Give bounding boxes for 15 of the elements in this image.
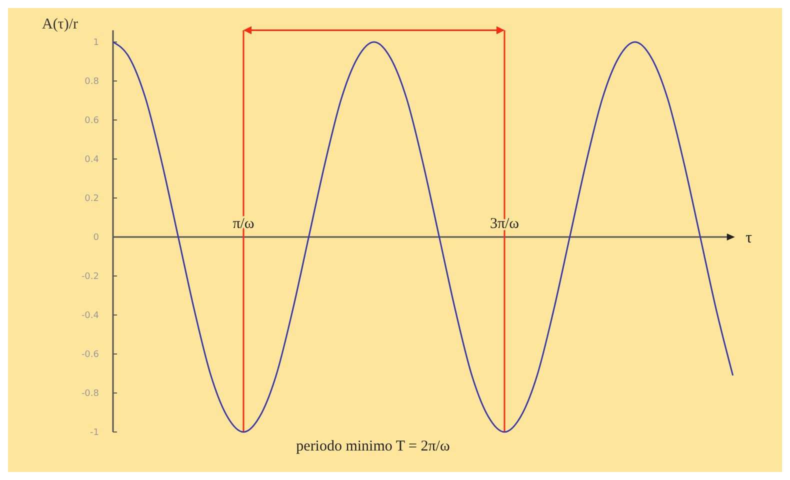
y-tick-label: 0.8 xyxy=(84,77,100,88)
text: periodo minimo T = 2π/ω xyxy=(296,438,450,454)
y-tick-label: -0.2 xyxy=(81,272,99,282)
line-series xyxy=(112,41,734,433)
y-tick-label: 1 xyxy=(93,38,99,48)
y-tick-label: 0.6 xyxy=(84,116,100,126)
y-tick-label: 0.2 xyxy=(84,194,99,204)
y-tick-label: -0.8 xyxy=(81,389,100,400)
y-tick-label: 0.4 xyxy=(84,155,100,166)
y-tick-label: 0 xyxy=(93,233,100,244)
y-tick-label: -0.4 xyxy=(81,311,100,322)
y-tick-label: -0.6 xyxy=(81,350,100,360)
y-axis-title: A(τ)/r xyxy=(42,16,78,32)
x-axis-title: τ xyxy=(746,230,753,247)
y-tick-label: -1 xyxy=(90,428,99,438)
